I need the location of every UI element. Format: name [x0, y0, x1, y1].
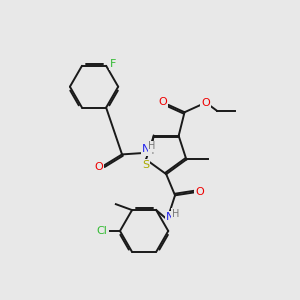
- Text: H: H: [172, 209, 180, 219]
- Text: O: O: [195, 188, 204, 197]
- Text: N: N: [166, 212, 174, 222]
- Text: S: S: [142, 160, 150, 170]
- Text: S: S: [142, 160, 150, 170]
- Text: O: O: [201, 98, 210, 108]
- Text: N: N: [141, 146, 150, 156]
- Text: H: H: [172, 209, 180, 219]
- Text: F: F: [110, 59, 116, 69]
- Text: F: F: [110, 59, 116, 69]
- Text: O: O: [94, 162, 103, 172]
- Text: N: N: [141, 144, 150, 154]
- Text: O: O: [94, 162, 103, 172]
- Text: H: H: [147, 146, 154, 156]
- Text: Cl: Cl: [96, 226, 107, 236]
- Text: O: O: [159, 97, 167, 107]
- Text: O: O: [159, 97, 167, 107]
- Text: O: O: [201, 98, 210, 108]
- Text: N: N: [166, 212, 174, 222]
- Text: O: O: [195, 188, 204, 197]
- Text: Cl: Cl: [96, 226, 107, 236]
- Text: H: H: [148, 142, 156, 152]
